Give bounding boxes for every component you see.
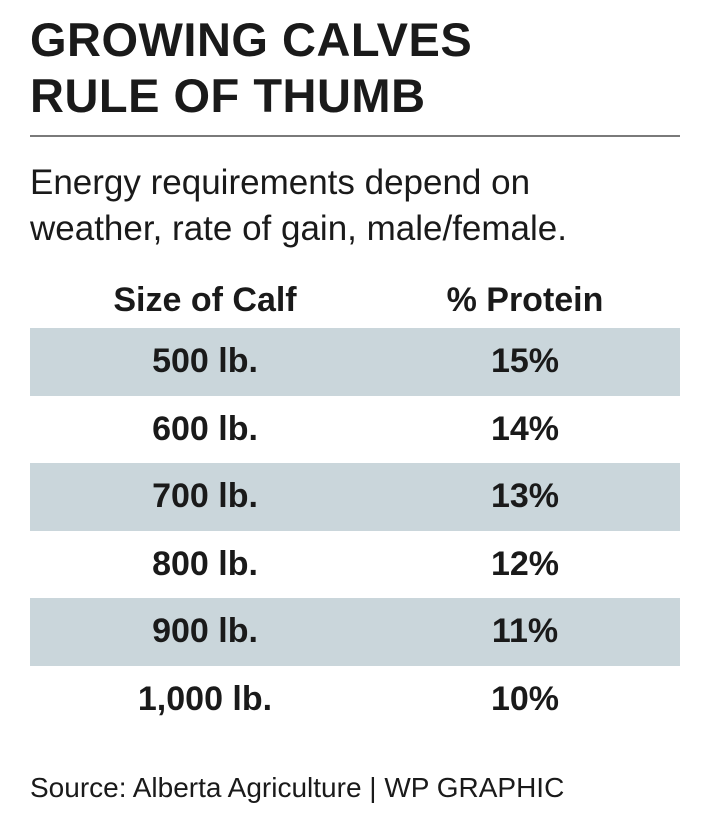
protein-table: Size of Calf % Protein 500 lb. 15% 600 lb.… <box>30 272 680 733</box>
table-row: 500 lb. 15% <box>30 328 680 396</box>
table-row: 700 lb. 13% <box>30 463 680 531</box>
title-divider <box>30 135 680 137</box>
chart-title: GROWING CALVES RULE OF THUMB <box>30 12 690 124</box>
column-header-size-of-calf: Size of Calf <box>113 281 297 319</box>
cell-calf-size: 800 lb. <box>152 544 258 583</box>
table-body: 500 lb. 15% 600 lb. 14% 700 lb. 13% 800 lb. 12%… <box>30 328 680 733</box>
cell-protein-percent: 14% <box>490 409 560 448</box>
cell-calf-size: 500 lb. <box>152 342 258 380</box>
cell-protein-percent: 15% <box>490 342 560 380</box>
subtitle-line-1: Energy requirements depend on <box>30 163 531 202</box>
table-row: 1,000 lb. 10% <box>30 666 680 734</box>
table-row: 800 lb. 12% <box>30 531 680 599</box>
source-credit: Source: Alberta Agriculture | WP GRAPHIC <box>30 772 565 803</box>
title-line-1: GROWING CALVES <box>30 13 473 66</box>
title-line-2: RULE OF THUMB <box>30 69 426 122</box>
column-header-protein: % Protein <box>446 281 604 319</box>
cell-protein-percent: 13% <box>490 477 560 515</box>
subtitle-line-2: weather, rate of gain, male/female. <box>30 209 567 248</box>
table-row: 900 lb. 11% <box>30 598 680 666</box>
table-row: 600 lb. 14% <box>30 396 680 464</box>
cell-calf-size: 700 lb. <box>152 477 258 515</box>
cell-protein-percent: 10% <box>490 679 560 718</box>
cell-calf-size: 900 lb. <box>152 612 258 650</box>
chart-subtitle: Energy requirements depend on weather, r… <box>30 160 690 252</box>
cell-calf-size: 1,000 lb. <box>137 679 273 718</box>
table-header-row: Size of Calf % Protein <box>30 272 680 328</box>
cell-protein-percent: 11% <box>491 612 559 650</box>
cell-protein-percent: 12% <box>490 544 560 583</box>
cell-calf-size: 600 lb. <box>152 409 258 448</box>
